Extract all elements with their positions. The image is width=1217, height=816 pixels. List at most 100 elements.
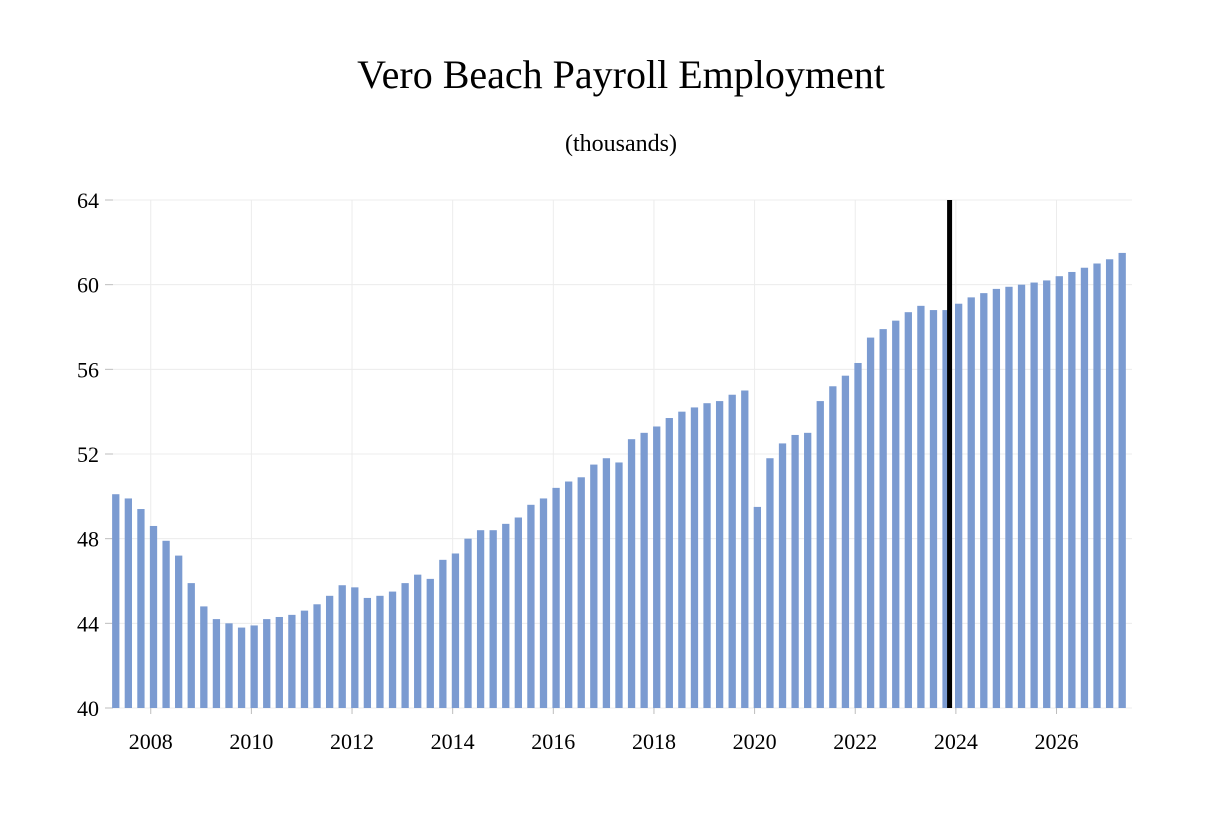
bar — [715, 401, 724, 708]
bar — [1118, 252, 1126, 708]
bar — [804, 432, 812, 708]
bar — [376, 595, 384, 708]
y-tick-label: 44 — [77, 611, 99, 636]
chart-title: Vero Beach Payroll Employment — [357, 52, 885, 97]
bar — [263, 619, 271, 708]
bar — [841, 375, 850, 708]
bar — [250, 625, 258, 708]
bar — [954, 303, 963, 708]
bar — [967, 297, 975, 708]
bar — [980, 293, 988, 708]
bar — [476, 530, 485, 708]
bar — [1005, 286, 1013, 708]
bar — [1068, 271, 1076, 708]
bar — [577, 477, 585, 708]
y-tick-label: 64 — [77, 188, 99, 213]
bar — [703, 403, 711, 708]
x-tick-label: 2026 — [1035, 729, 1079, 754]
bar — [892, 320, 900, 708]
bar — [401, 583, 409, 708]
bar — [363, 597, 372, 708]
bar — [325, 595, 334, 708]
bar — [552, 487, 560, 708]
bar — [879, 329, 887, 708]
bar — [426, 578, 434, 708]
y-tick-label: 56 — [77, 357, 99, 382]
bar — [1080, 267, 1089, 708]
bar — [338, 585, 346, 708]
bar — [917, 305, 925, 708]
bar — [351, 587, 359, 708]
bar — [640, 432, 648, 708]
bar — [137, 509, 145, 708]
bar — [489, 530, 497, 708]
bar — [275, 616, 283, 708]
bar — [162, 540, 170, 708]
x-tick-label: 2018 — [632, 729, 676, 754]
bar — [149, 525, 158, 708]
axes: 40 44 48 52 56 60 64 2008 2010 2012 2014 2016 2018 20… — [77, 188, 1079, 754]
bar — [791, 434, 799, 708]
bar — [451, 553, 460, 708]
bar — [300, 610, 309, 708]
bar — [1055, 276, 1063, 708]
x-tick-label: 2008 — [129, 729, 173, 754]
bar — [753, 506, 762, 708]
bar — [237, 627, 246, 708]
bar — [741, 390, 749, 708]
x-tick-label: 2020 — [733, 729, 777, 754]
bar — [904, 312, 912, 708]
bar — [200, 606, 208, 708]
bar — [502, 523, 510, 708]
bar — [112, 494, 120, 708]
bar — [225, 623, 233, 708]
bar — [464, 538, 472, 708]
bar — [829, 386, 837, 708]
y-tick-label: 40 — [77, 696, 99, 721]
bar — [929, 310, 938, 708]
bar — [212, 619, 221, 708]
bar — [1105, 259, 1114, 708]
bar — [514, 517, 522, 708]
bar — [816, 401, 824, 708]
bar — [602, 458, 611, 708]
bar — [124, 498, 132, 708]
bar — [539, 498, 548, 708]
bar — [1093, 263, 1101, 708]
bars — [112, 252, 1126, 708]
y-tick-label: 48 — [77, 527, 99, 552]
bar — [766, 458, 774, 708]
bar — [728, 394, 736, 708]
bar — [615, 462, 623, 708]
x-tick-label: 2022 — [833, 729, 877, 754]
bar — [414, 574, 422, 708]
bar — [439, 559, 447, 708]
x-tick-label: 2010 — [229, 729, 273, 754]
bar — [590, 464, 598, 708]
bar — [1017, 284, 1026, 708]
bar — [388, 591, 397, 708]
chart-subtitle: (thousands) — [565, 131, 677, 157]
bar — [565, 481, 573, 708]
x-tick-label: 2014 — [431, 729, 475, 754]
x-tick-label: 2024 — [934, 729, 978, 754]
bar — [1043, 280, 1051, 708]
bar — [653, 426, 661, 708]
bar — [627, 439, 636, 708]
x-tick-label: 2016 — [531, 729, 575, 754]
bar — [866, 337, 875, 708]
bar — [665, 418, 673, 708]
y-tick-label: 60 — [77, 273, 99, 298]
bar — [942, 310, 950, 708]
bar — [527, 504, 535, 708]
bar — [175, 555, 183, 708]
bar — [1030, 282, 1038, 708]
bar — [854, 362, 862, 708]
bar — [690, 407, 699, 708]
bar — [187, 583, 195, 708]
bar — [678, 411, 686, 708]
bar — [992, 288, 1001, 708]
bar — [778, 443, 787, 708]
